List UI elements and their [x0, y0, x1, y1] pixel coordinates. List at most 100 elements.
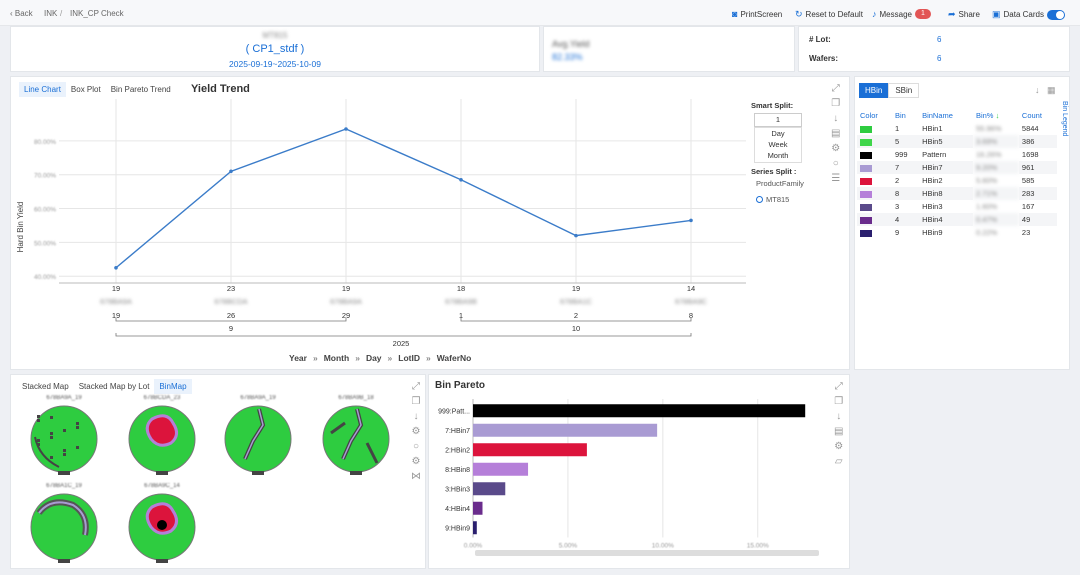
legend-row[interactable]: 1 HBin1 55.96% 5844	[857, 122, 1057, 135]
series-split-value[interactable]: ProductFamily	[756, 179, 804, 188]
legend-bin: 4	[892, 213, 920, 226]
defect-core	[157, 520, 167, 530]
wafer-map[interactable]	[223, 403, 293, 479]
bin-legend-side-label[interactable]: Bin Legend	[1061, 101, 1068, 137]
defect-dot	[50, 432, 53, 435]
file-icon[interactable]: ▱	[834, 456, 843, 467]
legend-binname: HBin5	[919, 135, 973, 148]
legend-count: 23	[1021, 228, 1031, 237]
print-screen-button[interactable]: ◙ PrintScreen	[732, 9, 782, 19]
share-button[interactable]: ➦ Share	[948, 9, 980, 20]
split-option-day[interactable]: Day	[771, 129, 785, 138]
breadcrumb-separator: /	[60, 9, 63, 18]
tab-sbin[interactable]: SBin	[888, 83, 920, 98]
legend-binname: HBin9	[922, 228, 943, 237]
drill-month[interactable]: Month	[323, 353, 350, 363]
breadcrumb-current: INK_CP Check	[70, 9, 124, 18]
yield-trend-panel: Line Chart Box Plot Bin Pareto Trend Yield…	[10, 76, 850, 370]
sort-down-icon[interactable]: ↓	[995, 111, 1000, 120]
drill-year[interactable]: Year	[289, 353, 307, 363]
legend-row[interactable]: 5 HBin5 3.69% 386	[857, 135, 1057, 148]
legend-binpct: 0.47%	[972, 213, 1019, 226]
tab-hbin[interactable]: HBin	[859, 83, 889, 98]
avg-yield-label: Avg.Yield	[552, 39, 590, 49]
legend-row[interactable]: 3 HBin3 1.60% 167	[857, 200, 1057, 213]
pareto-bar	[473, 462, 529, 476]
breadcrumb-ink[interactable]: INK	[44, 9, 58, 18]
drill-waferno[interactable]: WaferNo	[436, 353, 472, 363]
y-tick-label: 40.00%	[34, 274, 56, 281]
legend-row[interactable]: 999 Pattern 16.26% 1698	[857, 148, 1057, 161]
legend-row[interactable]: 2 HBin2 5.60% 585	[857, 174, 1057, 187]
wafer-map[interactable]	[127, 491, 197, 567]
list-icon[interactable]: ☰	[831, 173, 841, 184]
smart-split-input[interactable]: 1	[754, 113, 802, 127]
legend-color	[857, 161, 892, 174]
expand-icon[interactable]: ⤢	[831, 83, 840, 94]
program-name: ( CP1_stdf )	[245, 43, 305, 55]
expand-icon[interactable]: ⤢	[834, 381, 843, 392]
pareto-bar	[473, 482, 506, 496]
copy-icon[interactable]: ❐	[834, 396, 844, 407]
grid-icon[interactable]: ▦	[1047, 85, 1056, 95]
tab-bin-pareto-trend[interactable]: Bin Pareto Trend	[110, 85, 171, 94]
split-option-week[interactable]: Week	[768, 140, 788, 149]
wafer-map[interactable]	[29, 491, 99, 567]
expand-icon[interactable]: ⤢	[412, 381, 420, 392]
download-icon[interactable]: ↓	[833, 113, 839, 124]
y-axis-label: Hard Bin Yield	[16, 202, 25, 253]
legend-bin: 8	[892, 187, 920, 200]
refresh-icon[interactable]: ○	[832, 158, 839, 169]
compare-icon[interactable]: ⋈	[411, 471, 421, 482]
download-icon[interactable]: ↓	[836, 411, 842, 422]
gear-icon[interactable]: ⚙	[411, 456, 421, 467]
tab-stacked-map-by-lot[interactable]: Stacked Map by Lot	[78, 382, 150, 391]
data-cards-toggle[interactable]: ▣ Data Cards	[992, 9, 1065, 20]
tab-line-chart[interactable]: Line Chart	[19, 82, 66, 97]
legend-row[interactable]: 4 HBin4 0.47% 49	[857, 213, 1057, 226]
series-legend-item[interactable]: MT815	[756, 195, 789, 204]
message-button[interactable]: ♪ Message 1	[872, 9, 931, 19]
x-tick-label: 19	[341, 284, 351, 293]
settings-icon[interactable]: ⚙	[411, 426, 421, 437]
reset-button[interactable]: ↻ Reset to Default	[795, 9, 863, 20]
download-icon[interactable]: ↓	[1035, 85, 1040, 95]
wafer-map[interactable]	[321, 403, 391, 479]
tab-binmap[interactable]: BinMap	[154, 379, 192, 394]
trend-title: Yield Trend	[191, 83, 250, 95]
back-link[interactable]: ‹ Back	[10, 9, 33, 18]
legend-row[interactable]: 7 HBin7 9.20% 961	[857, 161, 1057, 174]
settings-icon[interactable]: ⚙	[834, 441, 844, 452]
table-icon[interactable]: ▤	[834, 426, 844, 437]
download-icon[interactable]: ↓	[413, 411, 419, 422]
split-option-month[interactable]: Month	[767, 151, 789, 160]
legend-row[interactable]: 8 HBin8 2.71% 283	[857, 187, 1057, 200]
day-label: 26	[226, 311, 236, 320]
wafer-map[interactable]	[29, 403, 99, 479]
toggle-switch[interactable]	[1046, 9, 1065, 20]
lot-label: 678BA9A	[330, 297, 362, 306]
settings-icon[interactable]: ⚙	[831, 143, 841, 154]
legend-color	[857, 174, 892, 187]
wafer-notch	[156, 471, 168, 475]
drill-sep-3: »	[387, 353, 393, 363]
copy-icon[interactable]: ❐	[411, 396, 421, 407]
legend-binname: HBin2	[922, 176, 943, 185]
defect-dot	[37, 443, 40, 446]
col-binpct[interactable]: Bin% ↓	[973, 109, 1019, 122]
table-icon[interactable]: ▤	[831, 128, 841, 139]
refresh-icon[interactable]: ○	[412, 441, 420, 452]
tab-box-plot[interactable]: Box Plot	[70, 85, 101, 94]
pareto-scrollbar[interactable]	[475, 550, 819, 556]
defect-dot	[37, 439, 40, 442]
tab-stacked-map[interactable]: Stacked Map	[22, 382, 69, 391]
drill-day[interactable]: Day	[365, 353, 382, 363]
wafer-map[interactable]	[127, 403, 197, 479]
lot-value: 6	[937, 35, 942, 44]
wafer-notch	[252, 471, 264, 475]
defect-streak-extra	[330, 421, 379, 464]
product-name: MT815	[262, 31, 288, 40]
legend-row[interactable]: 9 HBin9 0.22% 23	[857, 226, 1057, 239]
drill-lotid[interactable]: LotID	[398, 353, 420, 363]
copy-icon[interactable]: ❐	[831, 98, 841, 109]
